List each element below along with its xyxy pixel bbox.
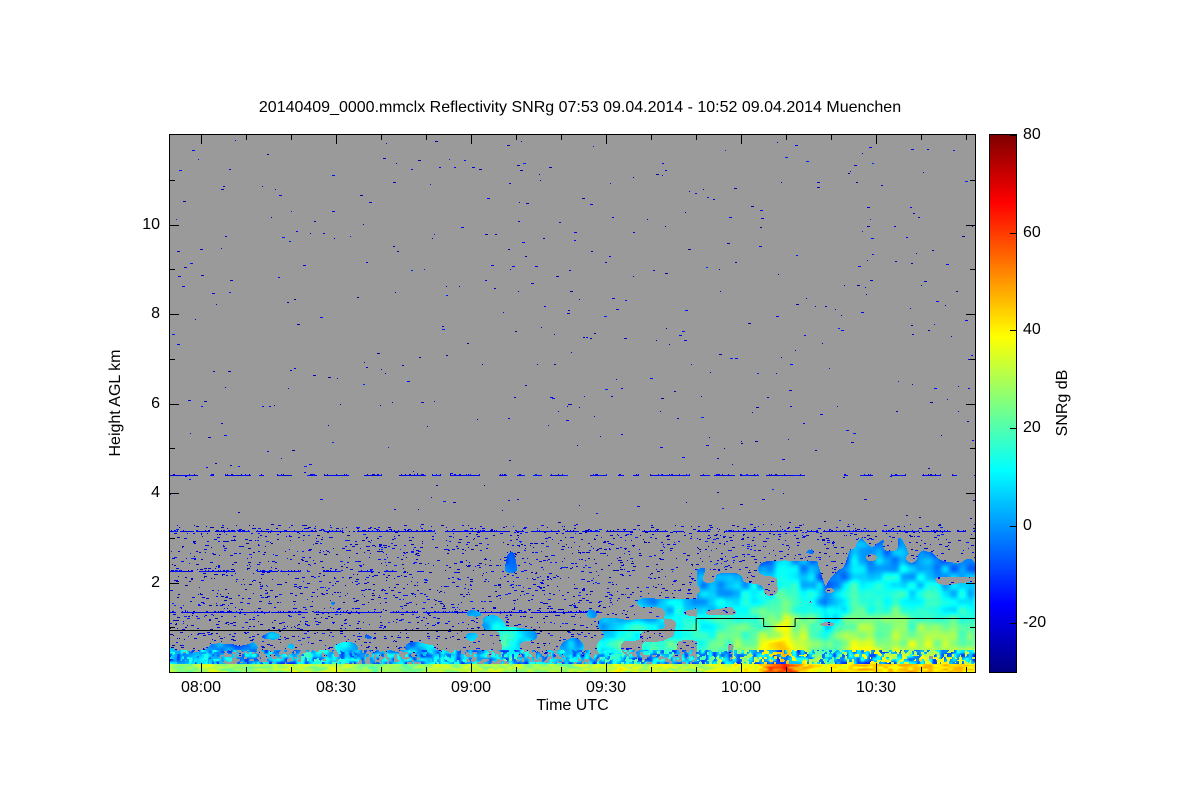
- plot-title: 20140409_0000.mmclx Reflectivity SNRg 07…: [258, 99, 902, 116]
- x-axis-label: Time UTC: [536, 697, 609, 714]
- y-minor-tick-right: [970, 180, 975, 181]
- y-major-tick-right: [966, 583, 975, 584]
- y-minor-tick: [170, 180, 175, 181]
- y-major-tick: [170, 314, 179, 315]
- x-minor-tick-top: [561, 135, 562, 140]
- x-minor-tick: [516, 667, 517, 672]
- colorbar-tick: [1010, 526, 1016, 527]
- colorbar-tick-label: 40: [1023, 321, 1041, 338]
- x-minor-tick-top: [291, 135, 292, 140]
- x-minor-tick-top: [696, 135, 697, 140]
- x-minor-tick: [696, 667, 697, 672]
- x-major-tick: [336, 663, 337, 672]
- colorbar-tick: [1010, 623, 1016, 624]
- colorbar-tick-label: -20: [1023, 614, 1047, 631]
- x-minor-tick-top: [651, 135, 652, 140]
- x-minor-tick-top: [966, 135, 967, 140]
- x-major-tick-top: [471, 135, 472, 144]
- x-major-tick: [471, 663, 472, 672]
- x-minor-tick-top: [921, 135, 922, 140]
- x-major-tick-top: [876, 135, 877, 144]
- x-major-tick: [741, 663, 742, 672]
- y-tick-label: 4: [151, 484, 160, 501]
- y-major-tick: [170, 225, 179, 226]
- y-major-tick: [170, 493, 179, 494]
- x-minor-tick-top: [831, 135, 832, 140]
- x-minor-tick: [426, 667, 427, 672]
- colorbar: [990, 135, 1016, 672]
- y-major-tick-right: [966, 493, 975, 494]
- y-minor-tick: [170, 448, 175, 449]
- x-minor-tick: [246, 667, 247, 672]
- x-minor-tick: [786, 667, 787, 672]
- y-minor-tick-right: [970, 448, 975, 449]
- y-minor-tick: [170, 359, 175, 360]
- heatmap-plot-area: [170, 135, 975, 672]
- x-minor-tick-top: [786, 135, 787, 140]
- x-minor-tick: [291, 667, 292, 672]
- x-minor-tick-top: [381, 135, 382, 140]
- y-minor-tick: [170, 269, 175, 270]
- heatmap-canvas: [170, 135, 975, 672]
- y-major-tick-right: [966, 314, 975, 315]
- y-minor-tick-right: [970, 627, 975, 628]
- colorbar-tick: [1010, 428, 1016, 429]
- colorbar-tick-label: 80: [1023, 126, 1041, 143]
- colorbar-canvas: [990, 135, 1016, 672]
- y-major-tick-right: [966, 404, 975, 405]
- x-tick-label: 10:00: [720, 679, 762, 696]
- y-tick-label: 6: [151, 395, 160, 412]
- y-minor-tick: [170, 538, 175, 539]
- x-minor-tick: [651, 667, 652, 672]
- x-minor-tick: [381, 667, 382, 672]
- y-minor-tick-right: [970, 538, 975, 539]
- x-tick-label: 09:00: [450, 679, 492, 696]
- y-minor-tick-right: [970, 359, 975, 360]
- colorbar-tick: [1010, 330, 1016, 331]
- colorbar-tick-label: 20: [1023, 419, 1041, 436]
- x-major-tick-top: [336, 135, 337, 144]
- y-minor-tick: [170, 627, 175, 628]
- y-tick-label: 8: [151, 305, 160, 322]
- x-major-tick: [876, 663, 877, 672]
- x-minor-tick-top: [426, 135, 427, 140]
- colorbar-tick-label: 60: [1023, 224, 1041, 241]
- x-tick-label: 10:30: [855, 679, 897, 696]
- colorbar-tick-label: 0: [1023, 517, 1032, 534]
- y-tick-label: 10: [142, 216, 160, 233]
- x-minor-tick: [966, 667, 967, 672]
- y-major-tick: [170, 404, 179, 405]
- y-major-tick: [170, 583, 179, 584]
- x-minor-tick: [831, 667, 832, 672]
- x-major-tick-top: [741, 135, 742, 144]
- x-tick-label: 08:00: [180, 679, 222, 696]
- x-minor-tick: [561, 667, 562, 672]
- x-major-tick: [201, 663, 202, 672]
- x-minor-tick-top: [246, 135, 247, 140]
- colorbar-tick: [1010, 135, 1016, 136]
- y-tick-label: 2: [151, 574, 160, 591]
- y-minor-tick-right: [970, 269, 975, 270]
- x-major-tick-top: [606, 135, 607, 144]
- x-tick-label: 08:30: [315, 679, 357, 696]
- x-major-tick: [606, 663, 607, 672]
- x-major-tick-top: [201, 135, 202, 144]
- y-major-tick-right: [966, 225, 975, 226]
- x-tick-label: 09:30: [585, 679, 627, 696]
- x-minor-tick-top: [516, 135, 517, 140]
- colorbar-tick: [1010, 233, 1016, 234]
- x-minor-tick: [921, 667, 922, 672]
